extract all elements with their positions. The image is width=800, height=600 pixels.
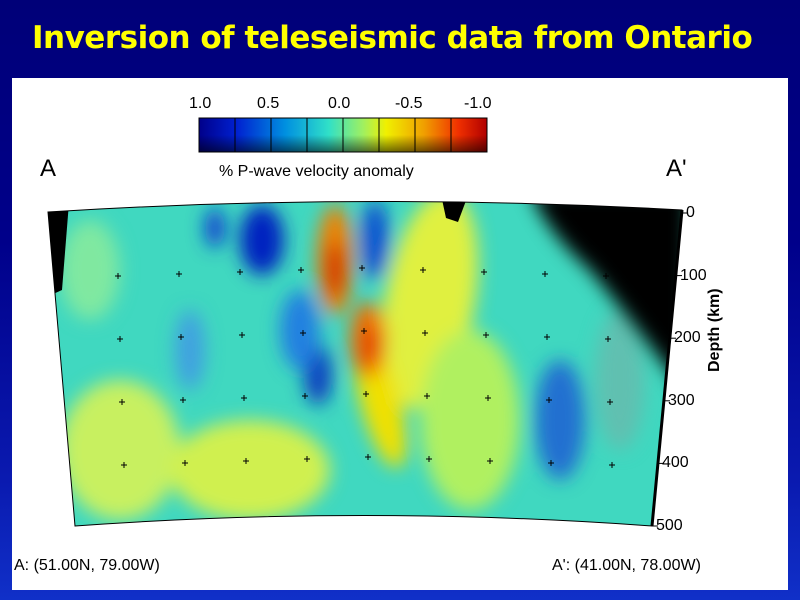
- grid-node-marker: [239, 332, 245, 338]
- depth-tick-label: 100: [680, 266, 707, 284]
- grid-node-marker: [487, 458, 493, 464]
- end-coordinate: A': (41.00N, 78.00W): [552, 557, 701, 574]
- grid-node-marker: [483, 332, 489, 338]
- grid-node-marker: [420, 267, 426, 273]
- grid-node-marker: [603, 273, 609, 279]
- colorbar-tick: -0.5: [395, 95, 423, 112]
- grid-node-marker: [607, 399, 613, 405]
- start-coordinate: A: (51.00N, 79.00W): [14, 557, 160, 574]
- grid-node-marker: [365, 454, 371, 460]
- depth-tick-label: 0: [686, 204, 695, 221]
- grid-node-marker: [546, 397, 552, 403]
- grid-node-marker: [359, 265, 365, 271]
- grid-node-marker: [121, 462, 127, 468]
- grid-node-marker: [609, 462, 615, 468]
- colorbar: [198, 117, 488, 153]
- colorbar-tick: 0.0: [328, 95, 351, 112]
- grid-node-marker: [424, 393, 430, 399]
- grid-node-marker: [241, 395, 247, 401]
- grid-node-marker: [119, 399, 125, 405]
- grid-node-marker: [422, 330, 428, 336]
- grid-node-marker: [302, 393, 308, 399]
- velocity-section: [48, 201, 682, 526]
- grid-node-marker: [300, 330, 306, 336]
- grid-node-marker: [243, 458, 249, 464]
- y-axis-label: Depth (km): [706, 288, 723, 372]
- grid-node-marker: [361, 328, 367, 334]
- section-start-label: A: [40, 155, 57, 182]
- colorbar-tick: -1.0: [464, 95, 492, 112]
- grid-node-marker: [481, 269, 487, 275]
- grid-node-marker: [115, 273, 121, 279]
- depth-tick-label: 300: [668, 391, 695, 409]
- grid-node-marker: [237, 269, 243, 275]
- grid-node-marker: [542, 271, 548, 277]
- grid-node-marker: [544, 334, 550, 340]
- slide-title: Inversion of teleseismic data from Ontar…: [32, 20, 753, 56]
- grid-node-marker: [363, 391, 369, 397]
- depth-tick-label: 400: [662, 454, 689, 472]
- grid-node-marker: [298, 267, 304, 273]
- section-end-label: A': [666, 155, 687, 182]
- grid-node-marker: [117, 336, 123, 342]
- depth-tick-label: 500: [656, 517, 683, 534]
- colorbar-tick: 1.0: [189, 95, 212, 112]
- grid-node-marker: [182, 460, 188, 466]
- grid-node-marker: [485, 395, 491, 401]
- grid-node-marker: [176, 271, 182, 277]
- colorbar-tick: 0.5: [257, 95, 280, 112]
- depth-tick-label: 200: [674, 329, 701, 347]
- grid-node-marker: [180, 397, 186, 403]
- grid-node-marker: [426, 456, 432, 462]
- grid-node-marker: [304, 456, 310, 462]
- grid-node-marker: [178, 334, 184, 340]
- colorbar-label: % P-wave velocity anomaly: [219, 163, 414, 180]
- grid-node-marker: [605, 336, 611, 342]
- grid-node-marker: [548, 460, 554, 466]
